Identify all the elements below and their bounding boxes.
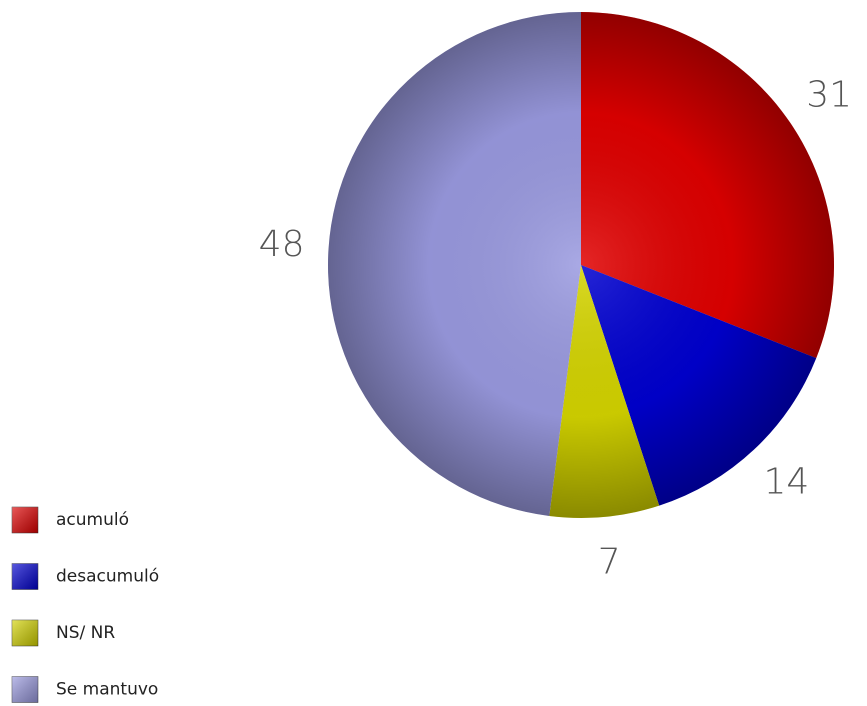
value-label: 31 bbox=[806, 74, 852, 115]
legend-swatch-shade bbox=[12, 620, 38, 646]
slice-shade bbox=[581, 12, 835, 359]
value-label: 48 bbox=[259, 224, 305, 265]
value-label: 7 bbox=[598, 542, 621, 583]
value-label: 14 bbox=[763, 462, 809, 503]
slice-shade bbox=[328, 12, 581, 517]
legend-label: Se mantuvo bbox=[56, 680, 158, 700]
legend-swatch-shade bbox=[12, 507, 38, 533]
value-labels: 31 14 7 48 bbox=[259, 74, 852, 582]
slice-shade bbox=[581, 265, 817, 506]
slice-shade bbox=[549, 265, 660, 518]
legend: acumuló desacumuló NS/ NR Se mantuvo bbox=[11, 506, 159, 703]
pie bbox=[328, 12, 835, 518]
legend-label: desacumuló bbox=[56, 567, 159, 587]
legend-label: acumuló bbox=[56, 510, 129, 530]
legend-swatch-shade bbox=[12, 676, 38, 703]
legend-label: NS/ NR bbox=[56, 623, 115, 643]
legend-swatch-shade bbox=[12, 563, 38, 590]
